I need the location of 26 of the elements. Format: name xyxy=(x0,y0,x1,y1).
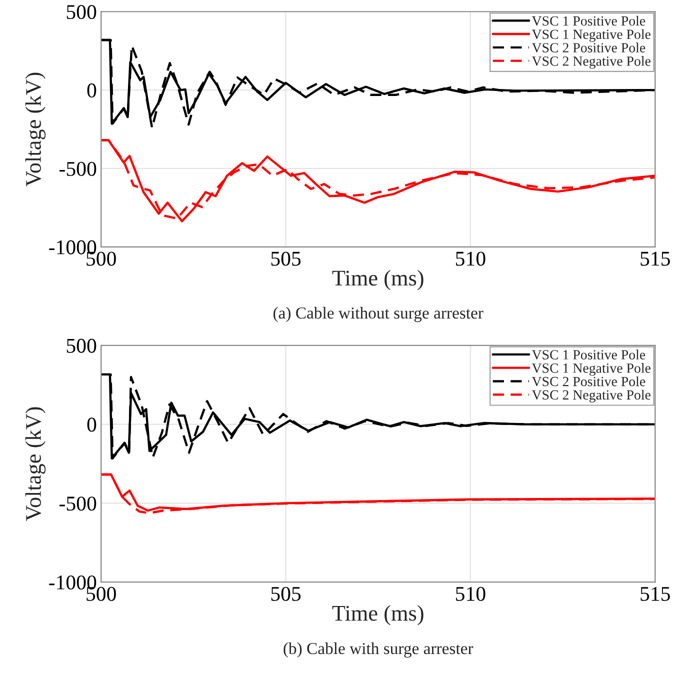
x-tick-label: 510 xyxy=(456,586,486,601)
y-tick-label: 0 xyxy=(87,83,96,98)
text: (a) Cable without surge arrester xyxy=(273,306,484,322)
legend-label: VSC 2 Positive Pole xyxy=(532,376,646,386)
y-tick-label: -500 xyxy=(60,162,96,176)
text: (b) Cable with surge arrester xyxy=(284,642,474,658)
y-tick-label: 500 xyxy=(66,338,96,353)
x-tick-label: 515 xyxy=(640,586,670,601)
x-axis-title: Time (ms) xyxy=(332,605,424,626)
legend-label: VSC 1 Negative Pole xyxy=(532,363,650,376)
legend-label: VSC 1 Negative Pole xyxy=(532,29,650,42)
legend-label: VSC 2 Positive Pole xyxy=(532,42,646,53)
x-tick-label: 510 xyxy=(456,252,486,266)
x-tick-label: 515 xyxy=(640,252,670,266)
y-axis-title: Voltage (kV) xyxy=(25,72,46,187)
legend-label: VSC 1 Positive Pole xyxy=(532,350,646,360)
x-axis-title: Time (ms) xyxy=(332,270,424,290)
y-axis-title: Voltage (kV) xyxy=(25,407,46,521)
x-tick-label: 505 xyxy=(271,252,301,266)
y-tick-label: 0 xyxy=(87,418,96,432)
legend-label: VSC 1 Positive Pole xyxy=(532,16,646,26)
legend-label: VSC 2 Negative Pole xyxy=(532,56,650,69)
y-tick-label: 500 xyxy=(66,5,96,20)
legend-label: VSC 2 Negative Pole xyxy=(532,390,650,402)
x-tick-label: 505 xyxy=(271,586,301,601)
y-tick-label: -500 xyxy=(60,496,96,511)
